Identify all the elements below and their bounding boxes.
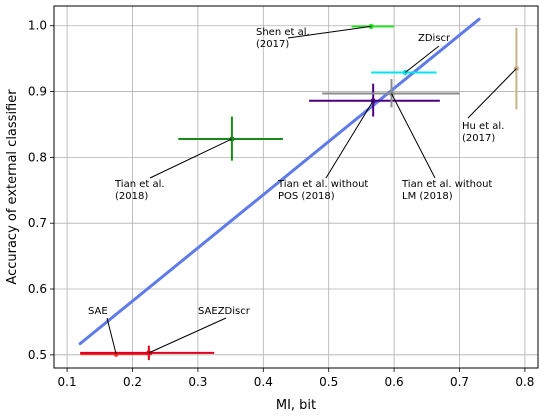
plot-frame [53,5,539,369]
x-tick-label: 0.4 [254,375,273,389]
error-bars [80,23,520,361]
annotation-leader [106,317,117,355]
x-tick-label: 0.7 [450,375,469,389]
x-tick-label: 0.2 [123,375,142,389]
annotation-leader [467,68,517,119]
annotation-leader [149,138,233,179]
grid [54,6,538,368]
y-tick-label: 0.5 [28,348,47,362]
annotation-label: Tian et al. (2018) [114,179,165,202]
data-point [146,350,152,356]
annotation-label: Hu et al. (2017) [462,121,504,144]
y-tick-label: 0.8 [28,150,47,164]
y-tick-label: 1.0 [28,19,47,33]
annotation-leader [287,25,372,39]
x-tick-label: 0.3 [188,375,207,389]
annotation-label: SAEZDiscr [198,306,251,317]
annotation-leader [404,45,440,73]
y-axis-label: Accuracy of external classifier [5,89,20,285]
ticks: 0.1 0.2 0.3 0.4 0.5 0.6 0.7 0.8 0.5 0.6 0.7 0.8 0.9 1… [28,19,535,389]
x-tick-label: 0.6 [385,375,404,389]
x-axis-label: MI, bit [276,398,316,413]
annotation-label: Shen et al. (2017) [256,27,310,50]
x-tick-label: 0.5 [319,375,338,389]
annotation-label: SAE [88,306,108,317]
y-tick-label: 0.6 [28,282,47,296]
y-tick-label: 0.7 [28,216,47,230]
annotation-leader [325,100,374,179]
annotation-label: ZDiscr [418,33,451,44]
x-tick-label: 0.1 [58,375,77,389]
annotation-leader [391,93,436,179]
y-tick-label: 0.9 [28,85,47,99]
annotation-leader [148,317,227,354]
x-tick-label: 0.8 [515,375,534,389]
annotation-label: Tian et al. without LM (2018) [401,179,492,202]
annotation-label: Tian et al. without POS (2018) [277,179,368,202]
annotations: SAE SAEZDiscr Tian et al. (2018) Tian et al.… [88,25,517,355]
